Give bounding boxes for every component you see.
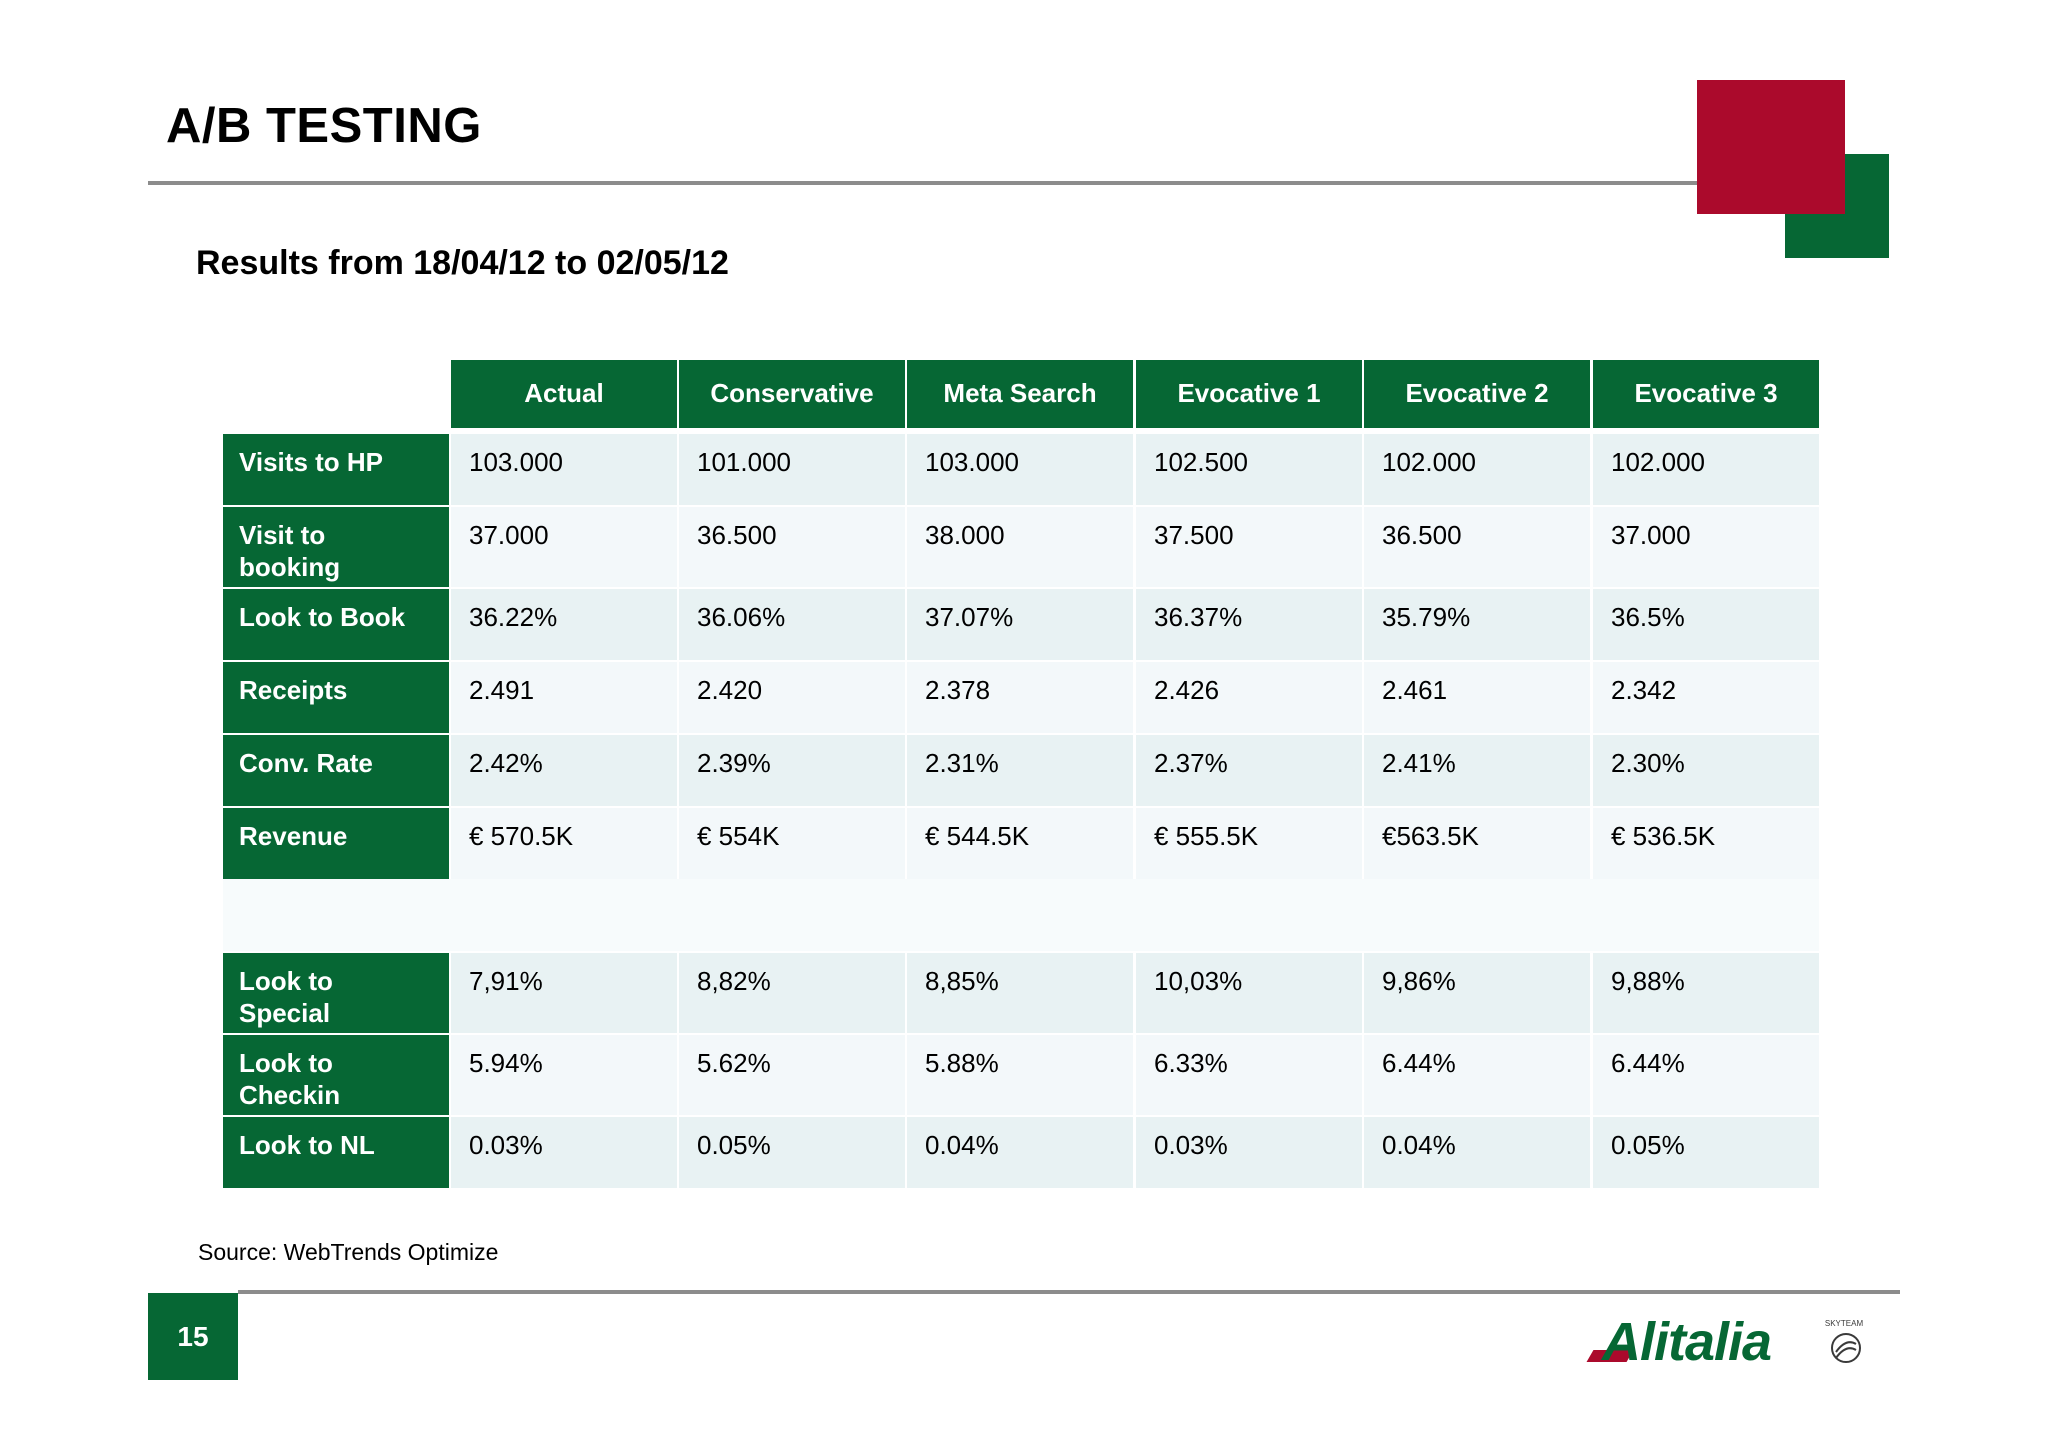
table-cell: 2.41% — [1364, 735, 1590, 806]
table-cell: 37.500 — [1136, 507, 1362, 587]
row-label: Look to Book — [223, 589, 449, 660]
row-label: Look to Checkin — [223, 1035, 449, 1115]
slide-subtitle: Results from 18/04/12 to 02/05/12 — [196, 244, 729, 282]
table-gap-band — [223, 879, 1819, 951]
table-cell: 9,88% — [1593, 953, 1819, 1033]
row-label: Look to Special Offers — [223, 953, 449, 1060]
table-cell: 38.000 — [907, 507, 1133, 587]
table-cell: 2.420 — [679, 662, 905, 733]
table-cell: 37.000 — [1593, 507, 1819, 587]
decorative-red-square — [1697, 80, 1845, 214]
table-cell: 102.000 — [1593, 434, 1819, 505]
table-cell: 10,03% — [1136, 953, 1362, 1033]
row-label: Visit to booking — [223, 507, 449, 587]
column-header: Evocative 1 — [1136, 360, 1362, 428]
table-cell: 2.42% — [451, 735, 677, 806]
table-cell: 2.426 — [1136, 662, 1362, 733]
column-header: Conservative — [679, 360, 905, 428]
table-cell: 35.79% — [1364, 589, 1590, 660]
table-cell: 102.000 — [1364, 434, 1590, 505]
table-cell: 0.03% — [451, 1117, 677, 1188]
table-cell: 2.461 — [1364, 662, 1590, 733]
table-cell: € 570.5K — [451, 808, 677, 879]
table-cell: 6.33% — [1136, 1035, 1362, 1115]
row-label: Visits to HP — [223, 434, 449, 505]
table-cell: 0.04% — [907, 1117, 1133, 1188]
table-cell: 37.07% — [907, 589, 1133, 660]
table-cell: €563.5K — [1364, 808, 1590, 879]
table-cell: 0.05% — [679, 1117, 905, 1188]
table-cell: 8,85% — [907, 953, 1133, 1033]
table-cell: 2.37% — [1136, 735, 1362, 806]
row-label: Receipts — [223, 662, 449, 733]
table-cell: 36.5% — [1593, 589, 1819, 660]
logo-wordmark: Alitalia — [1602, 1312, 1772, 1372]
skyteam-badge-text: SKYTEAM — [1825, 1319, 1864, 1328]
table-cell: 36.500 — [679, 507, 905, 587]
table-cell: € 544.5K — [907, 808, 1133, 879]
table-cell: 36.22% — [451, 589, 677, 660]
footer-divider — [238, 1290, 1900, 1294]
table-cell: 9,86% — [1364, 953, 1590, 1033]
skyteam-icon: SKYTEAM — [1825, 1319, 1864, 1363]
slide-title: A/B TESTING — [166, 99, 482, 153]
source-note: Source: WebTrends Optimize — [198, 1239, 499, 1265]
table-cell: € 536.5K — [1593, 808, 1819, 879]
table-cell: 36.500 — [1364, 507, 1590, 587]
page-number: 15 — [148, 1293, 238, 1380]
table-cell: 103.000 — [451, 434, 677, 505]
table-cell: 102.500 — [1136, 434, 1362, 505]
table-cell: 36.06% — [679, 589, 905, 660]
table-cell: 0.04% — [1364, 1117, 1590, 1188]
table-cell: 0.05% — [1593, 1117, 1819, 1188]
table-cell: 2.491 — [451, 662, 677, 733]
table-cell: 8,82% — [679, 953, 905, 1033]
table-cell: 36.37% — [1136, 589, 1362, 660]
table-cell: 7,91% — [451, 953, 677, 1033]
table-cell: 2.39% — [679, 735, 905, 806]
table-cell: 37.000 — [451, 507, 677, 587]
table-cell: 2.31% — [907, 735, 1133, 806]
table-cell: 5.62% — [679, 1035, 905, 1115]
table-cell: 103.000 — [907, 434, 1133, 505]
column-header: Evocative 3 — [1593, 360, 1819, 428]
row-label: Revenue — [223, 808, 449, 879]
table-cell: 101.000 — [679, 434, 905, 505]
table-cell: 5.94% — [451, 1035, 677, 1115]
column-header: Meta Search — [907, 360, 1133, 428]
row-label: Conv. Rate — [223, 735, 449, 806]
title-divider — [148, 181, 1700, 185]
table-cell: 6.44% — [1364, 1035, 1590, 1115]
column-header: Actual — [451, 360, 677, 428]
table-cell: 2.378 — [907, 662, 1133, 733]
table-cell: 2.342 — [1593, 662, 1819, 733]
table-cell: 5.88% — [907, 1035, 1133, 1115]
table-cell: 6.44% — [1593, 1035, 1819, 1115]
table-cell: 2.30% — [1593, 735, 1819, 806]
table-cell: € 555.5K — [1136, 808, 1362, 879]
alitalia-logo: Alitalia SKYTEAM — [1586, 1310, 1876, 1374]
table-cell: € 554K — [679, 808, 905, 879]
row-label: Look to NL — [223, 1117, 449, 1188]
column-header: Evocative 2 — [1364, 360, 1590, 428]
table-cell: 0.03% — [1136, 1117, 1362, 1188]
